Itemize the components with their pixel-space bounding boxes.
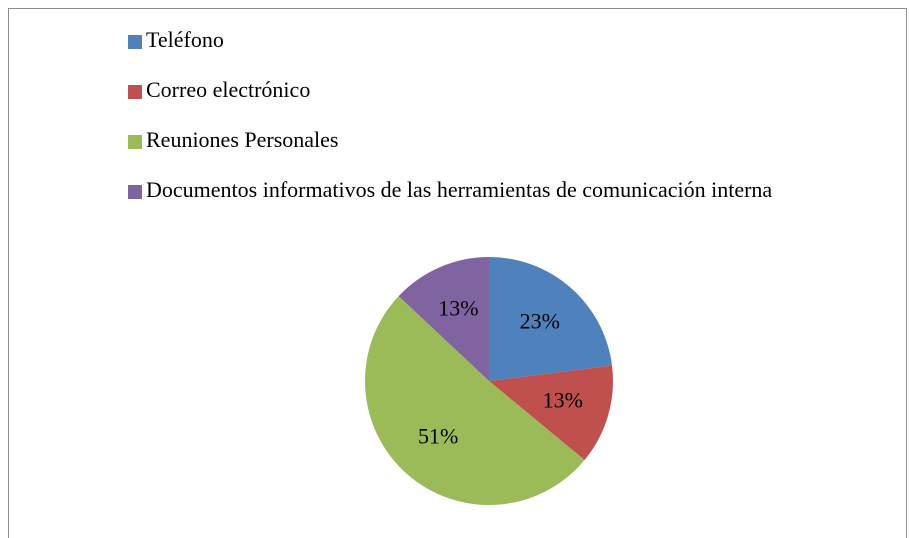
pie-slice	[489, 365, 613, 461]
legend-label: Correo electrónico	[146, 77, 310, 102]
chart-frame	[8, 8, 907, 538]
pie-slice	[364, 296, 585, 505]
pie-slice	[489, 257, 613, 381]
legend-swatch	[128, 35, 142, 49]
data-label: 13%	[438, 295, 478, 320]
legend-label: Reuniones Personales	[146, 127, 338, 152]
legend-label: Documentos informativos de las herramien…	[146, 177, 772, 202]
legend-swatch	[128, 185, 142, 199]
legend-swatch	[128, 85, 142, 99]
data-label: 51%	[418, 424, 458, 449]
legend-swatch	[128, 135, 142, 149]
pie-slice	[398, 257, 489, 381]
data-label: 13%	[543, 387, 583, 412]
legend-label: Teléfono	[146, 27, 224, 52]
data-label: 23%	[520, 308, 560, 333]
